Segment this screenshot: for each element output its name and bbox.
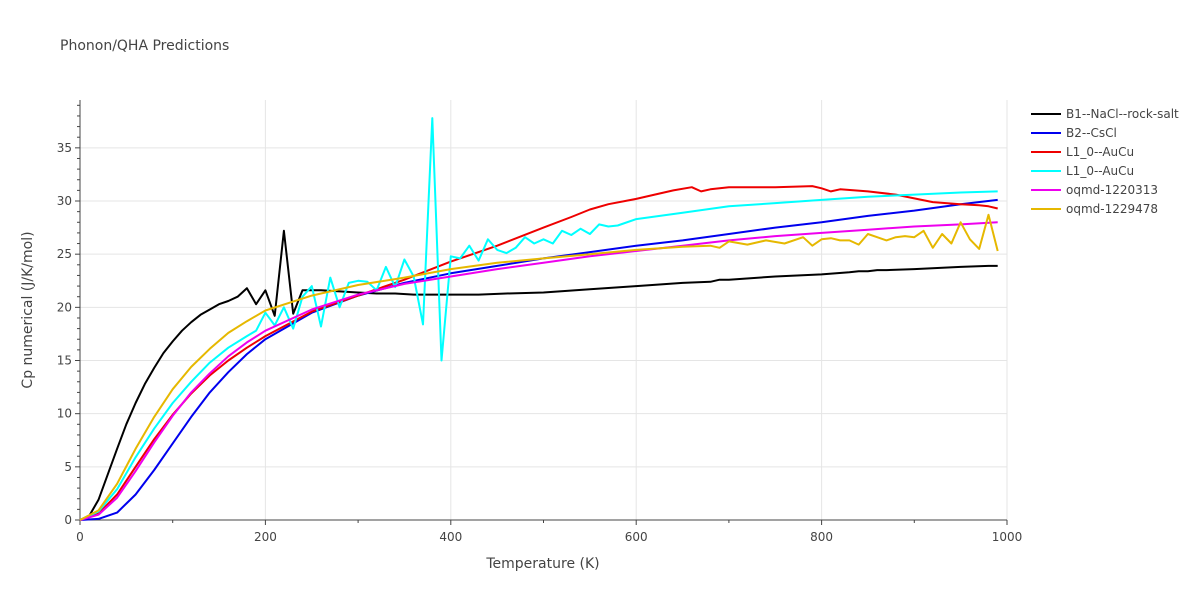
y-tick-label: 10 [57,407,72,421]
x-tick-label: 200 [254,530,277,544]
series-line-0 [79,229,998,521]
series-line-5 [79,213,999,521]
series-layer [79,117,999,521]
series-line-3 [79,117,998,521]
y-tick-label: 15 [57,354,72,368]
series-line-4 [79,221,998,521]
y-tick-label: 0 [64,513,72,527]
x-tick-label: 800 [810,530,833,544]
x-axis-title: Temperature (K) [485,556,599,572]
x-tick-label: 400 [439,530,462,544]
legend: B1--NaCl--rock-salt B2--CsCl L1_0--AuCu L1_… [1031,107,1179,216]
x-tick-label: 0 [76,530,84,544]
legend-label-2: L1_0--AuCu [1066,145,1134,159]
legend-label-3: L1_0--AuCu [1066,164,1134,178]
y-axis-title: Cp numerical (J/K/mol) [20,231,36,388]
legend-label-0: B1--NaCl--rock-salt [1066,107,1179,121]
chart-title: Phonon/QHA Predictions [60,38,229,54]
axes-layer: 0 200 400 600 800 1000 0 5 10 15 20 25 30 35 [57,100,1023,544]
grid-layer [80,100,1008,520]
y-tick-label: 35 [57,141,72,155]
y-tick-label: 30 [57,194,72,208]
series-line-2 [79,185,998,521]
y-tick-label: 25 [57,247,72,261]
x-tick-label: 1000 [992,530,1023,544]
y-tick-label: 20 [57,300,72,314]
series-line-1 [79,198,998,521]
y-tick-label: 5 [64,460,72,474]
legend-label-1: B2--CsCl [1066,126,1117,140]
legend-label-4: oqmd-1220313 [1066,183,1158,197]
x-tick-label: 600 [625,530,648,544]
legend-label-5: oqmd-1229478 [1066,202,1158,216]
